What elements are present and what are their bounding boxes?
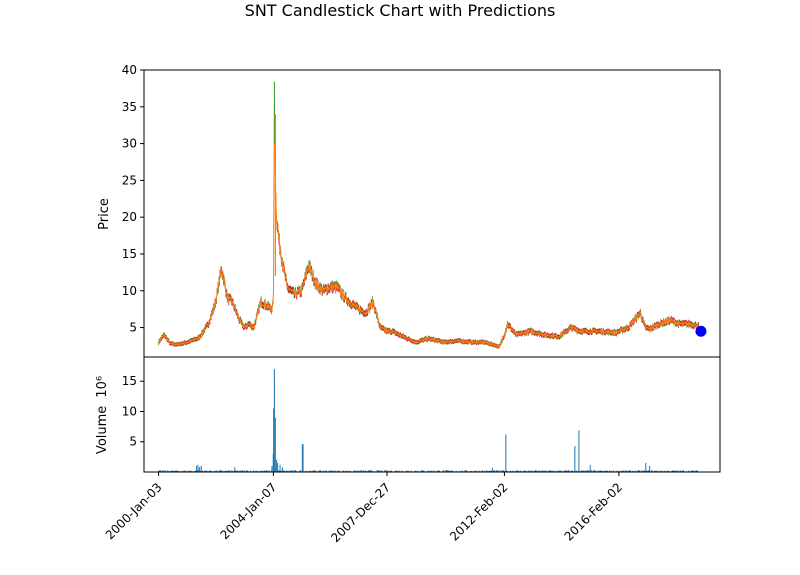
price-y-tick-label: 40	[122, 63, 137, 77]
chart-title: SNT Candlestick Chart with Predictions	[245, 1, 556, 20]
price-y-tick-label: 35	[122, 100, 137, 114]
x-tick-label: 2004-Jan-07	[218, 480, 280, 542]
volume-axes-frame	[143, 356, 721, 473]
volume-scale-label: 10⁶	[95, 376, 110, 398]
price-y-tick-label: 30	[122, 137, 137, 151]
volume-plot-area	[158, 369, 699, 472]
volume-y-label-text: Volume	[95, 406, 110, 454]
x-tick-label: 2007-Dec-27	[328, 480, 393, 545]
price-y-ticks: 5 10 15 20 25 30 35 40	[122, 63, 144, 335]
price-axes-frame	[143, 69, 721, 358]
x-tick-label: 2000-Jan-03	[103, 480, 165, 542]
volume-y-tick-label: 10	[122, 404, 137, 418]
price-panel: 5 10 15 20 25 30 35 40 Price	[97, 63, 721, 358]
volume-y-tick-label: 5	[129, 435, 137, 449]
price-y-tick-label: 15	[122, 247, 137, 261]
x-tick-label: 2016-Feb-02	[562, 480, 625, 543]
x-ticks: 2000-Jan-03 2004-Jan-07 2007-Dec-27 2012-Fe…	[103, 472, 625, 545]
x-tick-label: 2012-Feb-02	[447, 480, 510, 543]
volume-panel: 5 10 15 Volume 10⁶	[95, 356, 721, 473]
price-line	[158, 108, 699, 349]
price-y-tick-label: 25	[122, 173, 137, 187]
price-y-label: Price	[97, 198, 112, 230]
price-y-tick-label: 10	[122, 284, 137, 298]
prediction-point	[695, 325, 707, 337]
price-y-tick-label: 5	[129, 321, 137, 335]
volume-y-ticks: 5 10 15	[122, 374, 144, 449]
volume-y-label: Volume 10⁶	[95, 376, 110, 454]
price-y-tick-label: 20	[122, 210, 137, 224]
volume-y-tick-label: 15	[122, 374, 137, 388]
candle-wicks-up	[158, 102, 699, 349]
price-plot-area	[158, 81, 707, 349]
